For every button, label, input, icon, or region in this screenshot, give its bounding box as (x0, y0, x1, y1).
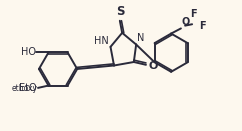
Text: O: O (148, 61, 158, 71)
Text: S: S (116, 5, 125, 18)
Text: F: F (190, 9, 197, 19)
Text: N: N (137, 33, 145, 43)
Text: EtO: EtO (19, 83, 37, 93)
Text: F: F (199, 21, 206, 31)
Text: ethoxy: ethoxy (11, 84, 37, 93)
Text: HO: HO (21, 47, 36, 57)
Text: HN: HN (94, 36, 109, 46)
Text: O: O (182, 18, 190, 28)
